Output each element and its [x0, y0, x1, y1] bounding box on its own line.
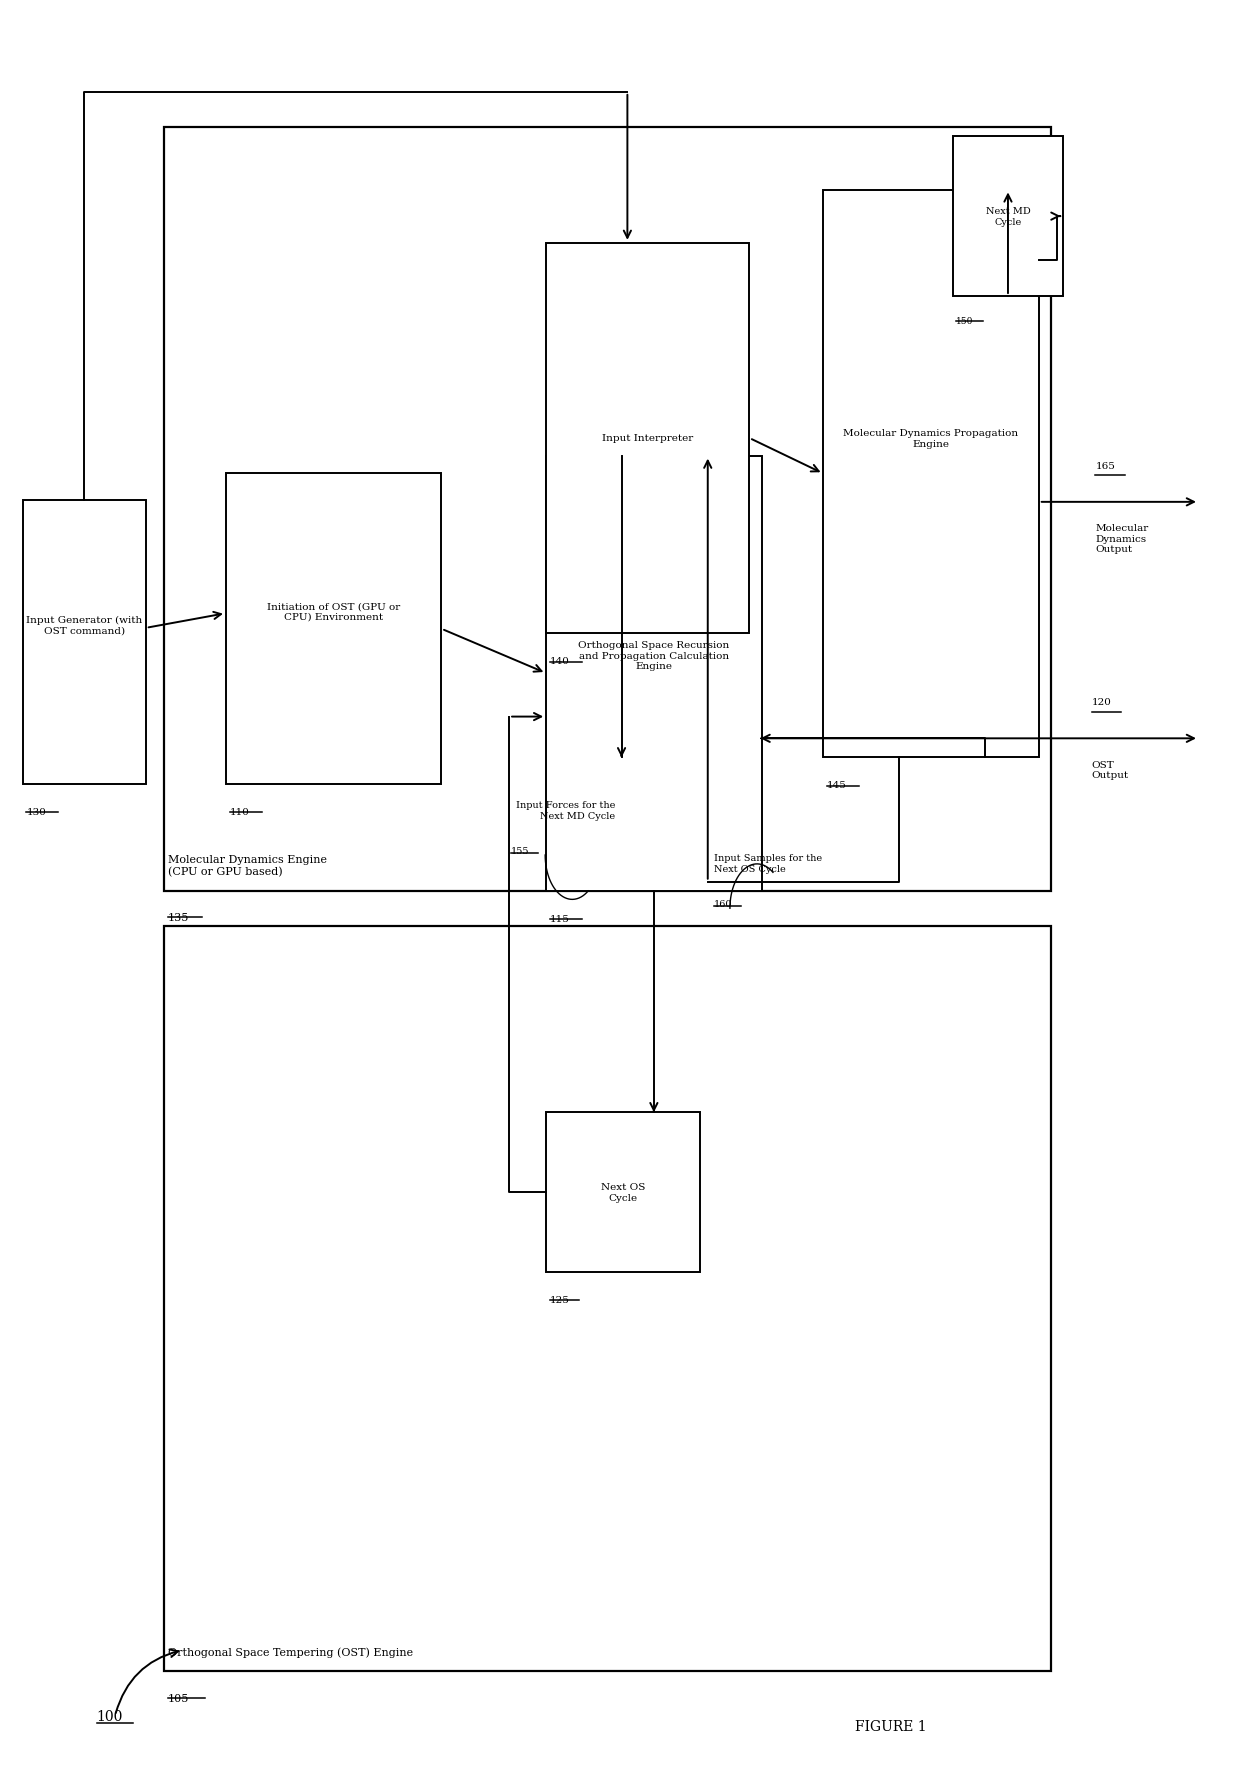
Text: 150: 150 — [956, 317, 973, 326]
Text: Initiation of OST (GPU or
CPU) Environment: Initiation of OST (GPU or CPU) Environme… — [267, 602, 401, 622]
Text: OST
Output: OST Output — [1091, 761, 1128, 779]
Text: Next OS
Cycle: Next OS Cycle — [601, 1183, 645, 1203]
Text: 130: 130 — [26, 807, 46, 816]
Bar — [22, 501, 146, 784]
Bar — [952, 137, 1064, 298]
Text: 140: 140 — [549, 658, 569, 666]
Text: Molecular Dynamics Engine
(CPU or GPU based): Molecular Dynamics Engine (CPU or GPU ba… — [167, 855, 327, 877]
Bar — [164, 128, 1052, 891]
Text: 165: 165 — [1095, 462, 1115, 470]
Bar — [546, 456, 761, 891]
Text: Molecular Dynamics Propagation
Engine: Molecular Dynamics Propagation Engine — [843, 429, 1018, 449]
Bar — [546, 244, 749, 634]
Text: 105: 105 — [167, 1693, 190, 1702]
Text: Input Interpreter: Input Interpreter — [603, 435, 693, 444]
Text: Next MD
Cycle: Next MD Cycle — [986, 207, 1030, 226]
Bar — [546, 1112, 701, 1272]
Text: 120: 120 — [1091, 699, 1111, 707]
Text: Orthogonal Space Tempering (OST) Engine: Orthogonal Space Tempering (OST) Engine — [167, 1647, 413, 1657]
Text: FIGURE 1: FIGURE 1 — [856, 1720, 926, 1734]
Text: 160: 160 — [714, 900, 733, 909]
Text: 110: 110 — [229, 807, 249, 816]
Text: Orthogonal Space Recursion
and Propagation Calculation
Engine: Orthogonal Space Recursion and Propagati… — [578, 642, 729, 670]
Text: 125: 125 — [549, 1296, 569, 1304]
Text: 115: 115 — [549, 914, 569, 923]
Bar — [164, 927, 1052, 1672]
Text: Molecular
Dynamics
Output: Molecular Dynamics Output — [1095, 524, 1148, 554]
Text: 145: 145 — [827, 781, 847, 789]
Text: Input Generator (with
OST command): Input Generator (with OST command) — [26, 615, 143, 634]
Bar — [226, 474, 441, 784]
Bar — [823, 191, 1039, 757]
Text: Input Samples for the
Next OS Cycle: Input Samples for the Next OS Cycle — [714, 854, 822, 873]
Text: 155: 155 — [511, 846, 529, 855]
Text: 100: 100 — [97, 1709, 123, 1723]
Text: 135: 135 — [167, 912, 190, 923]
Text: Input Forces for the
Next MD Cycle: Input Forces for the Next MD Cycle — [516, 800, 615, 820]
